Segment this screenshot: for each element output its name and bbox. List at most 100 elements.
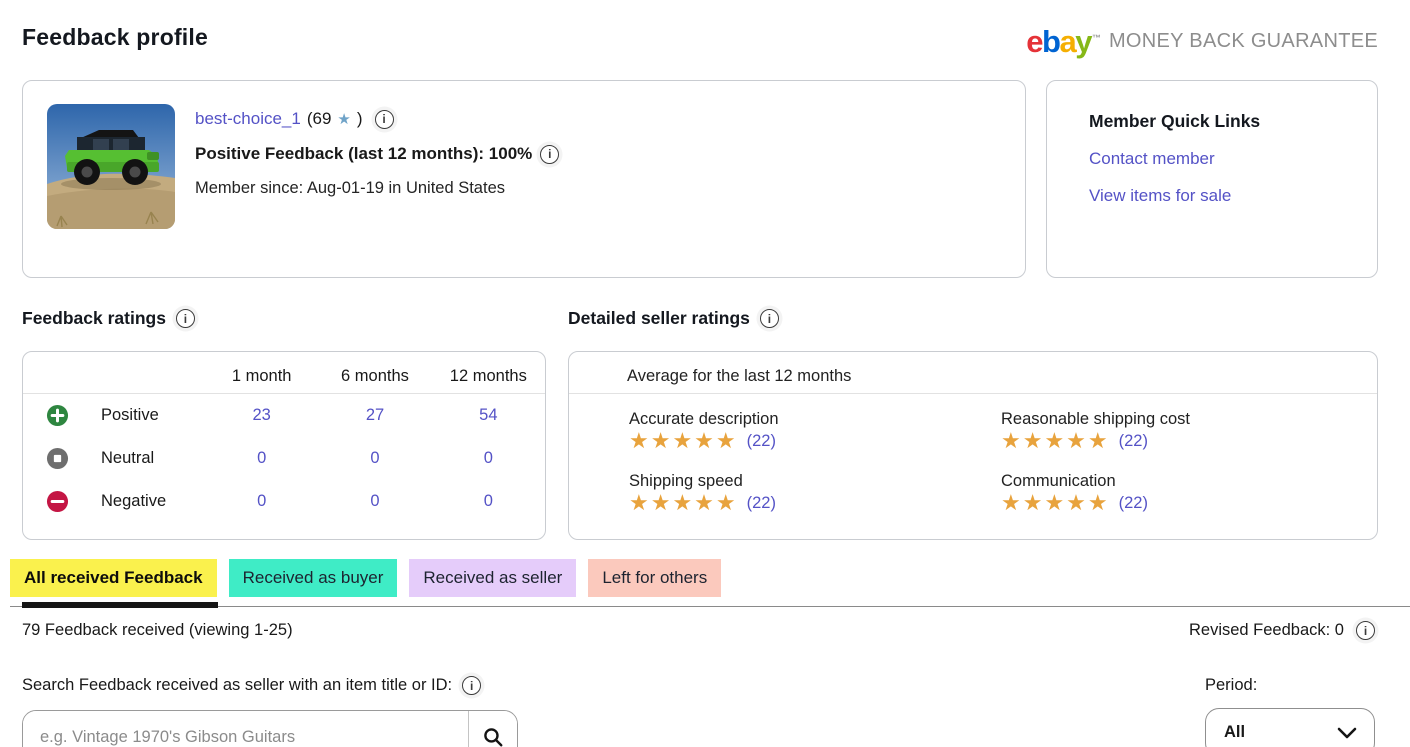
dsr-average-header: Average for the last 12 months	[569, 360, 1377, 394]
info-icon[interactable]	[175, 309, 195, 328]
search-button[interactable]	[469, 711, 517, 747]
star-rating-icons: ★★★★★	[1001, 428, 1110, 453]
star-rating-icons: ★★★★★	[629, 490, 738, 515]
info-icon[interactable]	[374, 109, 394, 129]
detailed-seller-ratings-card: Average for the last 12 months Accurate …	[568, 351, 1378, 540]
view-items-for-sale-link[interactable]: View items for sale	[1089, 186, 1232, 205]
negative-1month-count[interactable]: 0	[257, 492, 267, 510]
neutral-icon	[46, 447, 69, 470]
period-select[interactable]: All	[1205, 708, 1375, 747]
dsr-label: Communication	[1001, 472, 1116, 490]
neutral-6months-count[interactable]: 0	[370, 449, 380, 467]
search-input[interactable]	[23, 711, 468, 747]
negative-icon	[46, 490, 69, 513]
column-header: 12 months	[449, 367, 527, 385]
feedback-ratings-title: Feedback ratings	[22, 308, 166, 328]
member-since-text: Member since: Aug-01-19 in United States	[195, 179, 505, 197]
page-title: Feedback profile	[22, 24, 208, 50]
feedback-ratings-heading: Feedback ratings	[22, 308, 546, 329]
positive-icon	[46, 404, 69, 427]
row-label: Neutral	[101, 449, 155, 467]
ebay-logo: e b a y ™	[1026, 26, 1101, 57]
feedback-ratings-table: 1 month 6 months 12 months Positive 23 2…	[22, 351, 546, 540]
row-label: Positive	[101, 406, 159, 424]
positive-1month-count[interactable]: 23	[252, 406, 271, 424]
feedback-star-icon: ★	[337, 111, 351, 128]
detailed-seller-ratings-title: Detailed seller ratings	[568, 308, 750, 328]
info-icon[interactable]	[462, 676, 482, 695]
negative-6months-count[interactable]: 0	[370, 492, 380, 510]
info-icon[interactable]	[1356, 621, 1375, 640]
dsr-count-link[interactable]: (22)	[1118, 431, 1148, 450]
positive-feedback-line: Positive Feedback (last 12 months): 100%	[195, 144, 560, 164]
feedback-tabs: All received Feedback Received as buyer …	[10, 559, 1410, 608]
dsr-label: Reasonable shipping cost	[1001, 410, 1190, 428]
tab-all-received-feedback[interactable]: All received Feedback	[10, 559, 218, 608]
topbar: Feedback profile e b a y ™ MONEY BACK GU…	[22, 24, 1378, 57]
detailed-seller-ratings-heading: Detailed seller ratings	[568, 308, 1378, 329]
chevron-down-icon	[1337, 727, 1357, 738]
revised-feedback: Revised Feedback: 0	[1189, 621, 1375, 640]
ebay-logo-letter: e	[1026, 24, 1043, 59]
info-icon[interactable]	[540, 144, 560, 164]
positive-12months-count[interactable]: 54	[479, 406, 498, 424]
negative-12months-count[interactable]: 0	[483, 492, 493, 510]
positive-6months-count[interactable]: 27	[365, 406, 385, 424]
dsr-item-shipping-speed: Shipping speed ★★★★★ (22)	[629, 472, 1001, 514]
dsr-item-communication: Communication ★★★★★ (22)	[1001, 472, 1377, 514]
period-label: Period:	[1205, 676, 1258, 694]
feedback-score-close: )	[356, 109, 363, 128]
dsr-count-link[interactable]: (22)	[746, 431, 776, 450]
column-header: 6 months	[341, 367, 409, 385]
positive-feedback-text: Positive Feedback (last 12 months): 100%	[195, 144, 533, 163]
neutral-12months-count[interactable]: 0	[483, 449, 493, 467]
seller-photo	[47, 104, 175, 229]
ratings-section: Feedback ratings 1 month 6 months 12 mon…	[22, 308, 1378, 540]
contact-member-link[interactable]: Contact member	[1089, 149, 1215, 168]
feedback-score-open: (69	[306, 109, 332, 128]
member-quick-links-card: Member Quick Links Contact member View i…	[1046, 80, 1378, 278]
ebay-logo-letter: y	[1075, 24, 1092, 59]
star-rating-icons: ★★★★★	[629, 428, 738, 453]
info-icon[interactable]	[759, 309, 779, 328]
dsr-item-accurate-description: Accurate description ★★★★★ (22)	[629, 410, 1001, 452]
top-cards-row: best-choice_1 (69 ★ ) Positive Feedback …	[22, 80, 1378, 278]
table-row-neutral: Neutral 0 0 0	[23, 437, 545, 480]
search-icon	[484, 728, 503, 747]
row-label: Negative	[101, 492, 167, 510]
search-label-text: Search Feedback received as seller with …	[22, 676, 453, 694]
quick-links-title: Member Quick Links	[1089, 111, 1261, 131]
column-header: 1 month	[231, 367, 292, 385]
money-back-guarantee-text: MONEY BACK GUARANTEE	[1108, 30, 1378, 52]
table-row-negative: Negative 0 0 0	[23, 480, 545, 523]
profile-info: best-choice_1 (69 ★ ) Positive Feedback …	[195, 104, 560, 254]
period-selected-value: All	[1224, 723, 1246, 741]
tab-left-for-others[interactable]: Left for others	[588, 559, 722, 597]
feedback-received-count: 79 Feedback received (viewing 1-25)	[22, 621, 293, 639]
trademark-symbol: ™	[1091, 33, 1101, 43]
search-divider	[468, 711, 469, 747]
feedback-search-box	[22, 710, 518, 747]
money-back-guarantee-brand: e b a y ™ MONEY BACK GUARANTEE	[1026, 26, 1378, 57]
revised-feedback-text: Revised Feedback: 0	[1188, 621, 1344, 639]
star-rating-icons: ★★★★★	[1001, 490, 1110, 515]
profile-card: best-choice_1 (69 ★ ) Positive Feedback …	[22, 80, 1026, 278]
ratings-table-header: 1 month 6 months 12 months	[23, 360, 545, 394]
ebay-logo-letter: b	[1042, 24, 1061, 59]
tab-received-as-seller[interactable]: Received as seller	[409, 559, 577, 597]
username-link[interactable]: best-choice_1	[195, 109, 301, 128]
table-row-positive: Positive 23 27 54	[23, 394, 545, 437]
search-and-period-row: Search Feedback received as seller with …	[22, 676, 1378, 747]
ebay-logo-letter: a	[1059, 24, 1076, 59]
dsr-count-link[interactable]: (22)	[746, 493, 776, 512]
dsr-label: Accurate description	[629, 410, 779, 428]
feedback-summary-row: 79 Feedback received (viewing 1-25) Revi…	[22, 621, 1378, 640]
dsr-item-reasonable-shipping-cost: Reasonable shipping cost ★★★★★ (22)	[1001, 410, 1377, 452]
neutral-1month-count[interactable]: 0	[257, 449, 267, 467]
dsr-count-link[interactable]: (22)	[1118, 493, 1148, 512]
tab-received-as-buyer[interactable]: Received as buyer	[228, 559, 398, 597]
dsr-label: Shipping speed	[629, 472, 743, 490]
search-feedback-label: Search Feedback received as seller with …	[22, 676, 518, 695]
username-line: best-choice_1 (69 ★ )	[195, 109, 559, 129]
